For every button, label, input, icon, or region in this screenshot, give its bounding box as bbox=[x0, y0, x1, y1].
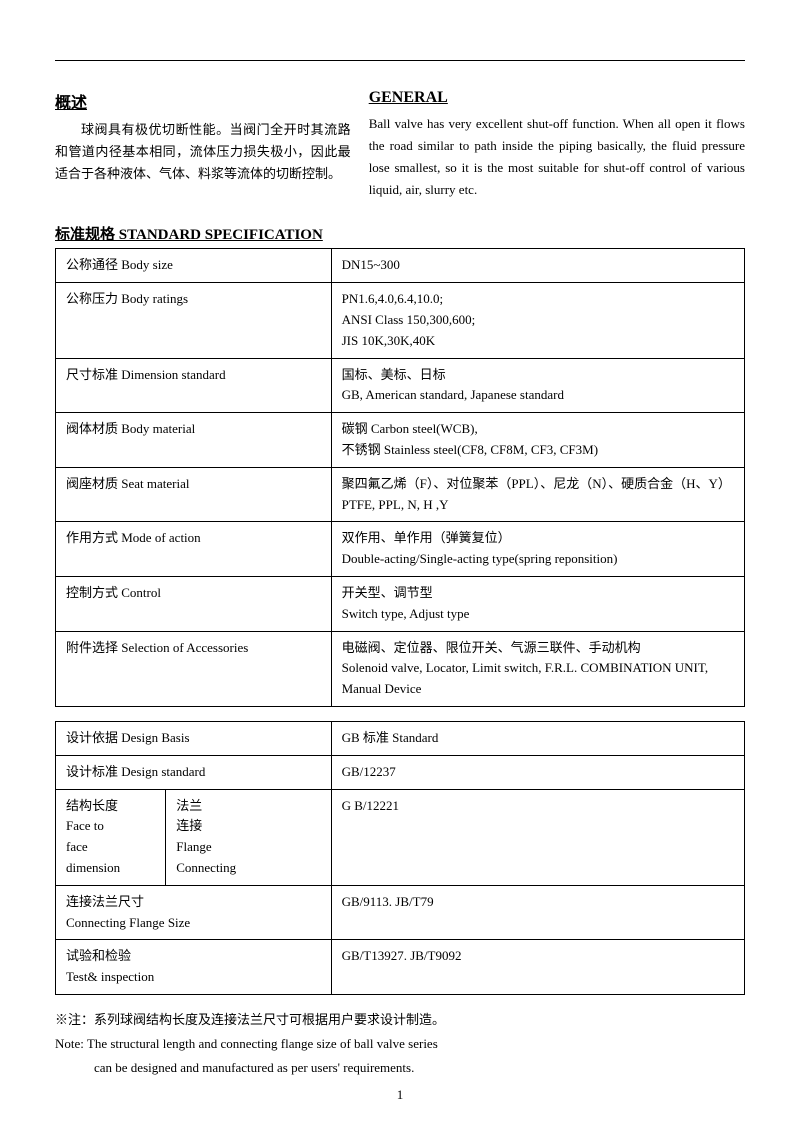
spec-label: 公称通径 Body size bbox=[56, 249, 332, 283]
design-value: GB/12237 bbox=[331, 755, 744, 789]
note-line-3: can be designed and manufactured as per … bbox=[55, 1057, 745, 1079]
overview-cn: 概述 球阀具有极优切断性能。当阀门全开时其流路和管道内径基本相同，流体压力损失极… bbox=[55, 89, 351, 201]
overview-en: GENERAL Ball valve has very excellent sh… bbox=[369, 89, 745, 201]
spec-value: 开关型、调节型Switch type, Adjust type bbox=[331, 576, 744, 631]
design-label: 设计依据 Design Basis bbox=[56, 721, 332, 755]
design-value: GB/9113. JB/T79 bbox=[331, 885, 744, 940]
note-line-2: Note: The structural length and connecti… bbox=[55, 1033, 745, 1055]
overview-cn-heading: 概述 bbox=[55, 89, 351, 113]
table-row: 试验和检验Test& inspection GB/T13927. JB/T909… bbox=[56, 940, 745, 995]
overview-en-heading: GENERAL bbox=[369, 89, 745, 107]
design-value: GB 标准 Standard bbox=[331, 721, 744, 755]
spec-label: 阀体材质 Body material bbox=[56, 413, 332, 468]
table-row: 公称压力 Body ratings PN1.6,4.0,6.4,10.0;ANS… bbox=[56, 283, 745, 358]
spec-table: 公称通径 Body size DN15~300 公称压力 Body rating… bbox=[55, 248, 745, 707]
spec-label: 作用方式 Mode of action bbox=[56, 522, 332, 577]
spec-label: 阀座材质 Seat material bbox=[56, 467, 332, 522]
design-sublabel-a: 结构长度 Face to facedimension bbox=[56, 789, 166, 885]
spec-label: 公称压力 Body ratings bbox=[56, 283, 332, 358]
spec-value: PN1.6,4.0,6.4,10.0;ANSI Class 150,300,60… bbox=[331, 283, 744, 358]
table-row: 连接法兰尺寸Connecting Flange Size GB/9113. JB… bbox=[56, 885, 745, 940]
spec-section-title: 标准规格 STANDARD SPECIFICATION bbox=[55, 223, 745, 244]
table-row: 附件选择 Selection of Accessories 电磁阀、定位器、限位… bbox=[56, 631, 745, 706]
spec-value: 碳钢 Carbon steel(WCB),不锈钢 Stainless steel… bbox=[331, 413, 744, 468]
table-row: 阀座材质 Seat material 聚四氟乙烯（F）、对位聚苯（PPL）、尼龙… bbox=[56, 467, 745, 522]
page-number: 1 bbox=[0, 1087, 800, 1103]
table-row: 阀体材质 Body material 碳钢 Carbon steel(WCB),… bbox=[56, 413, 745, 468]
overview-columns: 概述 球阀具有极优切断性能。当阀门全开时其流路和管道内径基本相同，流体压力损失极… bbox=[55, 89, 745, 201]
spec-label: 附件选择 Selection of Accessories bbox=[56, 631, 332, 706]
spec-value: 国标、美标、日标GB, American standard, Japanese … bbox=[331, 358, 744, 413]
design-label: 设计标准 Design standard bbox=[56, 755, 332, 789]
overview-cn-body: 球阀具有极优切断性能。当阀门全开时其流路和管道内径基本相同，流体压力损失极小，因… bbox=[55, 119, 351, 185]
design-label: 连接法兰尺寸Connecting Flange Size bbox=[56, 885, 332, 940]
table-row: 设计依据 Design Basis GB 标准 Standard bbox=[56, 721, 745, 755]
overview-en-body: Ball valve has very excellent shut-off f… bbox=[369, 113, 745, 201]
design-label: 试验和检验Test& inspection bbox=[56, 940, 332, 995]
table-row: 控制方式 Control 开关型、调节型Switch type, Adjust … bbox=[56, 576, 745, 631]
design-table: 设计依据 Design Basis GB 标准 Standard 设计标准 De… bbox=[55, 721, 745, 995]
note-line-1: ※注：系列球阀结构长度及连接法兰尺寸可根据用户要求设计制造。 bbox=[55, 1009, 745, 1031]
table-row: 尺寸标准 Dimension standard 国标、美标、日标GB, Amer… bbox=[56, 358, 745, 413]
table-row: 作用方式 Mode of action 双作用、单作用（弹簧复位）Double-… bbox=[56, 522, 745, 577]
spec-value: 双作用、单作用（弹簧复位）Double-acting/Single-acting… bbox=[331, 522, 744, 577]
design-value: G B/12221 bbox=[331, 789, 744, 885]
table-row: 设计标准 Design standard GB/12237 bbox=[56, 755, 745, 789]
spec-value: 聚四氟乙烯（F）、对位聚苯（PPL）、尼龙（N）、硬质合金（H、Y）PTFE, … bbox=[331, 467, 744, 522]
spec-value: 电磁阀、定位器、限位开关、气源三联件、手动机构Solenoid valve, L… bbox=[331, 631, 744, 706]
design-value: GB/T13927. JB/T9092 bbox=[331, 940, 744, 995]
spec-value: DN15~300 bbox=[331, 249, 744, 283]
table-row: 结构长度 Face to facedimension 法兰连接 FlangeCo… bbox=[56, 789, 745, 885]
spec-label: 尺寸标准 Dimension standard bbox=[56, 358, 332, 413]
table-row: 公称通径 Body size DN15~300 bbox=[56, 249, 745, 283]
top-rule bbox=[55, 60, 745, 61]
design-sublabel-b: 法兰连接 FlangeConnecting bbox=[166, 789, 331, 885]
spec-label: 控制方式 Control bbox=[56, 576, 332, 631]
